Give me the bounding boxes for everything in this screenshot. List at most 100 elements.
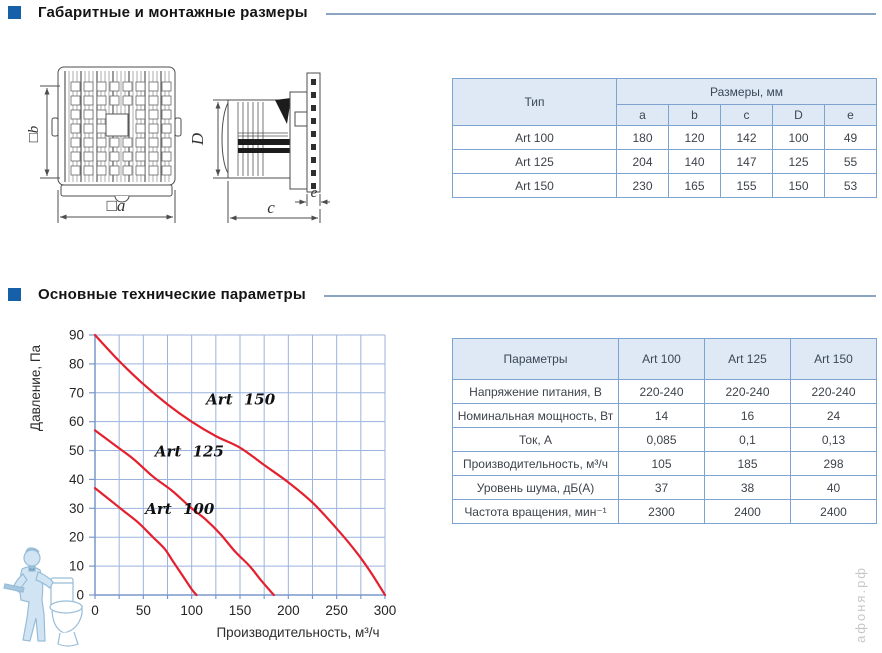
params-value: 16	[704, 403, 791, 428]
y-tick-label: 40	[69, 472, 84, 487]
grille-hole	[135, 81, 146, 92]
grille-hole	[135, 151, 146, 162]
grille-hole	[161, 165, 172, 176]
table-row: Art 100 180 120 142 100 49	[452, 125, 878, 150]
grille-hole	[70, 123, 81, 134]
dims-value: 125	[772, 149, 825, 174]
grille-pattern	[64, 71, 172, 182]
grille-hole	[135, 95, 146, 106]
dims-size-col-b: b	[668, 104, 721, 126]
params-header-3: Art 150	[790, 338, 877, 380]
grille-hole	[70, 165, 81, 176]
panel-slot	[311, 183, 316, 189]
grille-hole	[83, 137, 94, 148]
watermark-site-text: афоня.рф	[853, 566, 868, 643]
front-view	[51, 66, 182, 203]
grille-hole	[96, 123, 107, 134]
front-dimensions	[40, 85, 176, 223]
grille-hole	[161, 95, 172, 106]
section-bullet-icon	[8, 6, 21, 19]
grille-hole	[109, 165, 120, 176]
dims-value: 142	[720, 125, 773, 150]
grille-hole	[148, 137, 159, 148]
section-rule	[323, 295, 876, 297]
grille-hole	[161, 137, 172, 148]
dims-value: 150	[772, 173, 825, 198]
dims-value: 155	[720, 173, 773, 198]
grille-hole	[122, 137, 133, 148]
curve-label-art-125: Art 125	[153, 442, 224, 460]
grille-hole	[161, 123, 172, 134]
curve-art-100	[93, 487, 198, 597]
panel-slot-holes	[311, 79, 316, 189]
dims-value: 53	[823, 173, 878, 198]
cord-clip	[275, 98, 291, 124]
section-rule	[325, 13, 876, 15]
grille-hole	[135, 109, 146, 120]
y-tick-label: 60	[69, 414, 84, 429]
dims-size-col-c: c	[720, 104, 773, 126]
grille-hole	[83, 95, 94, 106]
panel-slot	[311, 118, 316, 124]
grille-hole	[122, 95, 133, 106]
grille-hole	[96, 81, 107, 92]
panel-slot	[311, 131, 316, 137]
table-row: Частота вращения, мин⁻¹ 2300 2400 2400	[452, 499, 877, 524]
params-value: 105	[618, 451, 705, 476]
grille-hole	[148, 123, 159, 134]
y-axis-title: Давление, Па	[28, 344, 43, 431]
table-row: Art 150 230 165 155 150 53	[452, 173, 878, 198]
grille-hole	[96, 109, 107, 120]
grille-hole	[83, 81, 94, 92]
grille-hole	[148, 165, 159, 176]
params-label: Производительность, м³/ч	[452, 451, 619, 476]
x-tick-label: 50	[136, 603, 151, 618]
curve-art-125	[93, 429, 275, 597]
grille-hole	[109, 137, 120, 148]
params-value: 220-240	[790, 379, 877, 404]
section-bullet-icon	[8, 288, 21, 301]
grille-hole	[83, 165, 94, 176]
grille-hole	[148, 81, 159, 92]
x-tick-label: 300	[374, 603, 397, 618]
params-value: 0,1	[704, 427, 791, 452]
params-header-2: Art 125	[704, 338, 791, 380]
dims-value: 100	[772, 125, 825, 150]
params-label: Частота вращения, мин⁻¹	[452, 499, 619, 524]
y-tick-label: 80	[69, 356, 84, 371]
dims-row-type: Art 100	[452, 125, 617, 150]
grille-hole	[161, 151, 172, 162]
section-title: Габаритные и монтажные размеры	[38, 4, 308, 21]
table-row: Производительность, м³/ч 105 185 298	[452, 451, 877, 476]
dims-value: 230	[616, 173, 669, 198]
grille-hole	[70, 151, 81, 162]
params-label: Номинальная мощность, Вт	[452, 403, 619, 428]
params-label: Ток, А	[452, 427, 619, 452]
performance-chart-figure: 0 50 100 150 200 250 300 0 10 20 30 40 50 60 70 80 90 Про…	[10, 318, 440, 653]
dims-row-type: Art 150	[452, 173, 617, 198]
params-value: 24	[790, 403, 877, 428]
table-row: Напряжение питания, В 220-240 220-240 220-2…	[452, 379, 877, 404]
dims-col-type: Тип	[452, 78, 617, 126]
dim-label-b: □b	[26, 125, 42, 142]
table-row: Ток, А 0,085 0,1 0,13	[452, 427, 877, 452]
grille-hole	[161, 109, 172, 120]
panel-slot	[311, 170, 316, 176]
table-row: Art 125 204 140 147 125 55	[452, 149, 878, 174]
y-tick-label: 20	[69, 530, 84, 545]
dim-label-e: e	[311, 185, 318, 201]
dims-value: 120	[668, 125, 721, 150]
grille-hole	[96, 151, 107, 162]
grille-hole	[135, 165, 146, 176]
x-tick-label: 250	[325, 603, 348, 618]
dims-col-sizes: Размеры, мм	[615, 78, 878, 105]
params-value: 0,13	[790, 427, 877, 452]
section-header-parameters: Основные технические параметры	[8, 286, 876, 303]
dims-value: 204	[616, 149, 669, 174]
performance-chart-svg: 0 50 100 150 200 250 300 0 10 20 30 40 50 60 70 80 90 Про…	[28, 328, 397, 641]
panel-slot	[311, 105, 316, 111]
x-tick-label: 200	[277, 603, 300, 618]
dims-size-col-a: a	[616, 104, 669, 126]
grille-hole	[109, 95, 120, 106]
